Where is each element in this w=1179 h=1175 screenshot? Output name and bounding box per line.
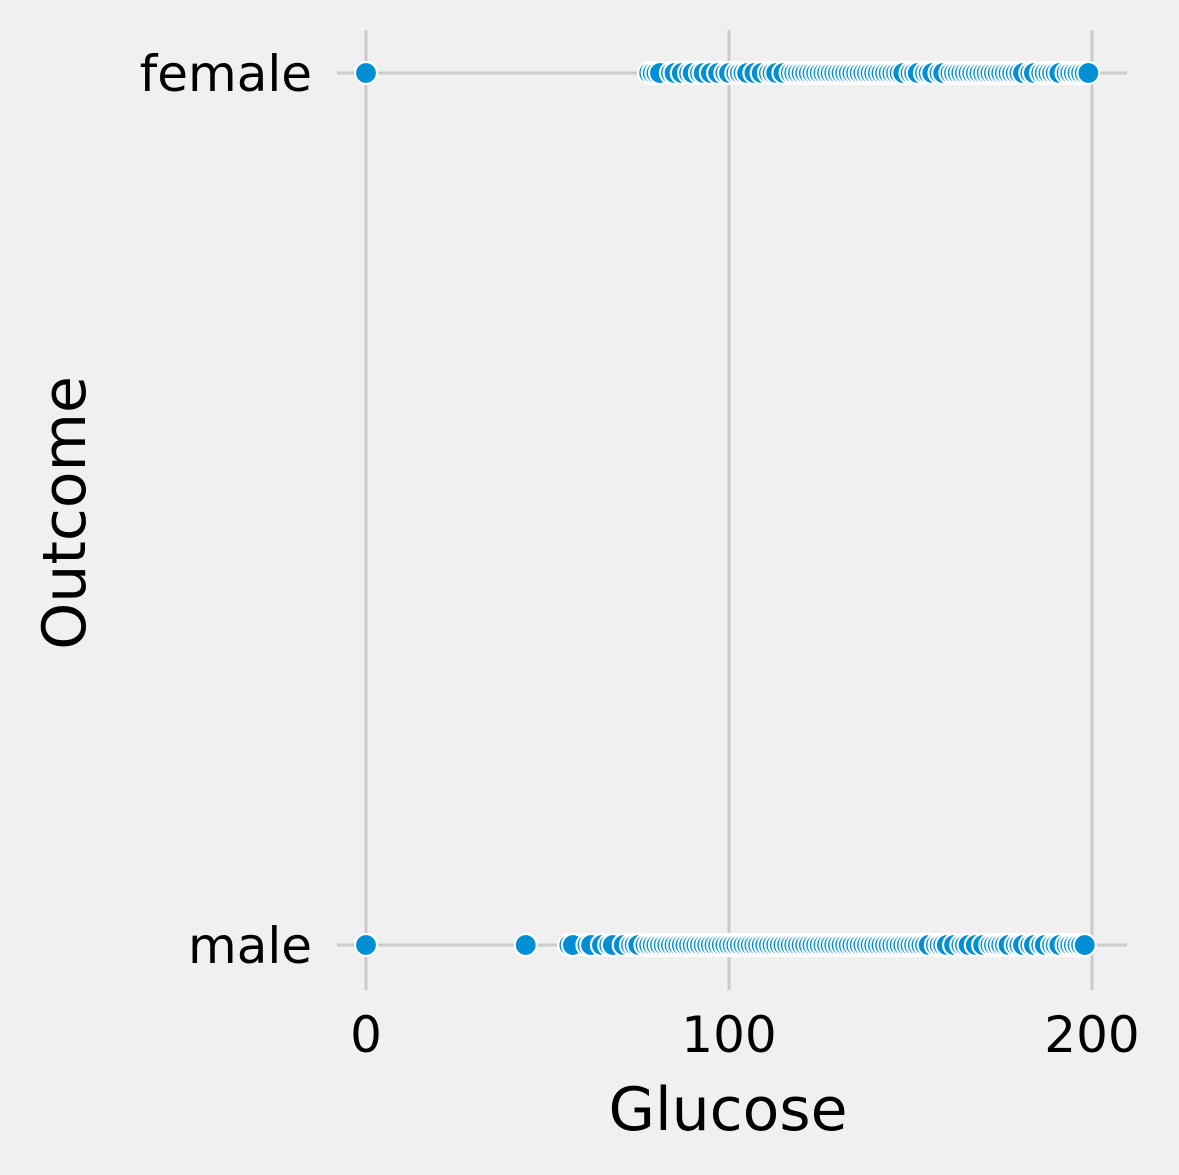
y-tick-label-female: female bbox=[140, 45, 312, 103]
tick-labels: 0 100 200 female male bbox=[140, 45, 1140, 1064]
x-tick-label-0: 0 bbox=[350, 1006, 382, 1064]
y-tick-label-male: male bbox=[188, 917, 312, 975]
x-tick-label-100: 100 bbox=[681, 1006, 776, 1064]
data-point-female bbox=[1076, 60, 1101, 86]
data-point-male bbox=[1072, 932, 1097, 958]
x-tick-label-200: 200 bbox=[1044, 1006, 1139, 1064]
data-point-male bbox=[513, 932, 538, 958]
y-axis-title: Outcome bbox=[30, 376, 100, 650]
data-point-male bbox=[353, 932, 379, 958]
data-point-female bbox=[353, 60, 379, 86]
x-axis-title: Glucose bbox=[608, 1075, 847, 1145]
points-layer bbox=[353, 60, 1101, 958]
